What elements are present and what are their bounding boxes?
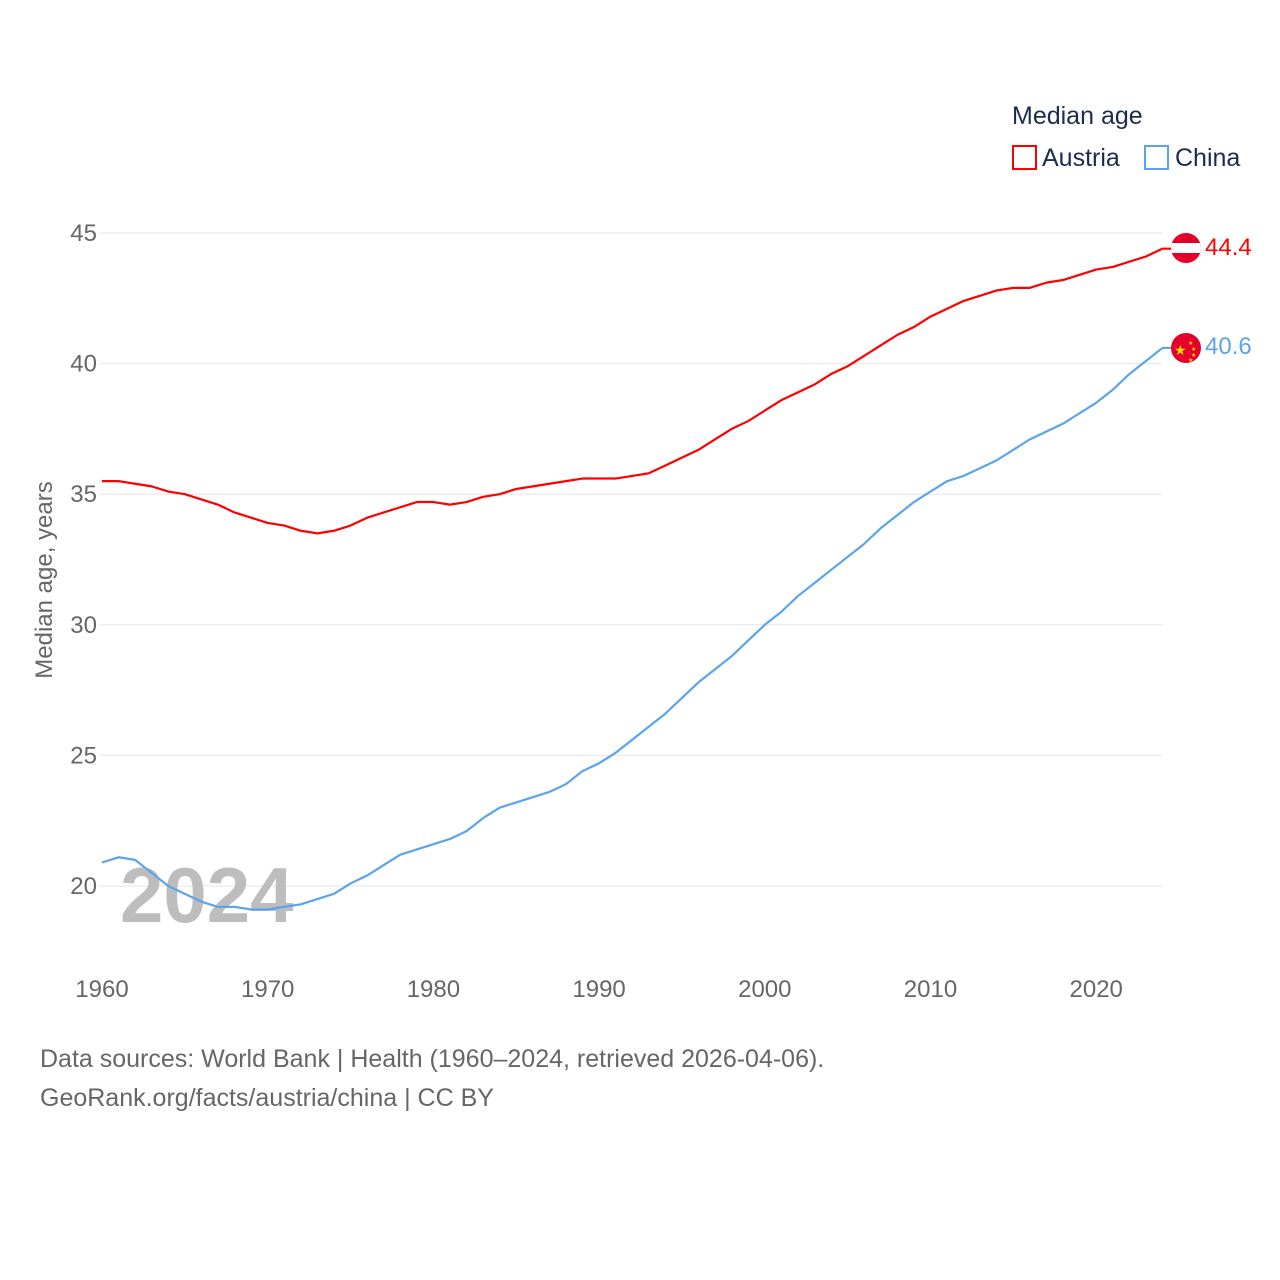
x-tick-label: 2000	[738, 976, 791, 1003]
footer-sources: Data sources: World Bank | Health (1960–…	[40, 1045, 825, 1073]
y-tick-label: 20	[70, 873, 97, 900]
y-tick-label: 30	[70, 612, 97, 639]
legend-item-china[interactable]: China	[1144, 144, 1240, 172]
svg-text:★: ★	[1174, 342, 1187, 358]
svg-text:★: ★	[1191, 352, 1196, 359]
legend-item-austria[interactable]: Austria	[1012, 144, 1120, 172]
x-tick-label: 2020	[1070, 976, 1123, 1003]
end-label-china: 40.6	[1205, 333, 1252, 360]
legend-label-austria: Austria	[1042, 144, 1120, 172]
y-tick-label: 35	[70, 481, 97, 508]
legend-title: Median age	[1012, 102, 1143, 130]
austria-flag-icon	[1171, 233, 1201, 263]
line-chart: 20 25 30 35 40 45 1960 1970 1980 1990 2000 2010 2020…	[31, 102, 1252, 1003]
x-tick-label: 2010	[904, 976, 957, 1003]
footer-attribution[interactable]: GeoRank.org/facts/austria/china | CC BY	[40, 1084, 494, 1112]
svg-text:★: ★	[1188, 357, 1193, 364]
end-label-austria: 44.4	[1205, 234, 1252, 261]
x-tick-label: 1990	[572, 976, 625, 1003]
y-tick-label: 45	[70, 220, 97, 247]
year-watermark: 2024	[120, 851, 294, 939]
x-tick-label: 1980	[407, 976, 460, 1003]
y-tick-label: 25	[70, 742, 97, 769]
y-tick-label: 40	[70, 351, 97, 378]
legend-swatch-austria	[1012, 145, 1037, 170]
y-axis-label: Median age, years	[31, 481, 58, 678]
svg-text:★: ★	[1188, 340, 1193, 347]
legend-swatch-china	[1144, 145, 1169, 170]
legend-label-china: China	[1175, 144, 1240, 172]
china-flag-icon: ★ ★ ★ ★ ★	[1171, 333, 1201, 364]
series-line-austria	[102, 247, 1172, 535]
series-line-china	[101, 346, 1172, 911]
svg-text:★: ★	[1191, 346, 1196, 353]
x-tick-label: 1960	[75, 976, 128, 1003]
x-tick-label: 1970	[241, 976, 294, 1003]
